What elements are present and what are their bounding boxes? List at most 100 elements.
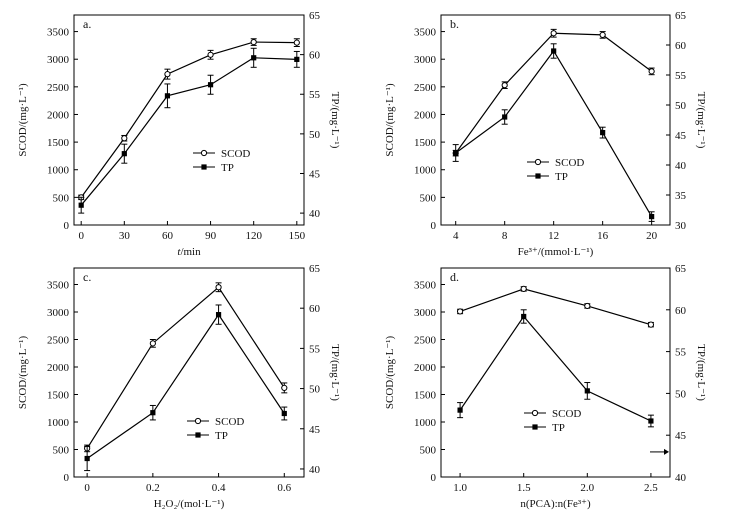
y2-tick-label: 65 [309,10,321,22]
series-line [86,286,285,449]
y2-tick-label: 55 [309,343,321,355]
y2-tick-label: 55 [675,70,687,82]
y2-tick-label: 40 [675,160,687,172]
y-tick-label: 2500 [414,82,437,94]
data-point [520,285,527,292]
x-tick-label: 2.5 [644,482,658,494]
y-tick-label: 0 [431,220,437,232]
y-axis-label: SCOD/(mg·L⁻¹) [17,336,29,410]
chart-panel-4: d. 0 500 1000 1500 2000 2500 3000 3500 40 45 50 55 60… [384,263,707,510]
y2-tick-label: 60 [309,303,321,315]
panel-label: b. [450,17,459,31]
y-axis-label: SCOD/(mg·L⁻¹) [17,83,29,157]
legend-label: SCOD [221,148,250,160]
y2-tick-label: 50 [309,384,321,396]
y2-axis-label: TP/(mg·L⁻¹) [695,344,707,401]
x-tick-label: 150 [289,230,306,242]
y-tick-label: 3500 [47,280,70,292]
y-tick-label: 0 [431,472,437,484]
y-tick-label: 2500 [414,335,437,347]
y2-tick-label: 45 [309,424,321,436]
y2-tick-label: 40 [309,464,321,476]
y-axis-label: SCOD/(mg·L⁻¹) [384,336,396,410]
y-tick-label: 3500 [414,280,437,292]
plot-frame [440,267,671,478]
series-line [455,49,653,217]
y-tick-label: 2500 [47,335,70,347]
y2-tick-label: 50 [309,129,321,141]
x-tick-label: 0 [78,230,84,242]
x-tick-label: 30 [119,230,131,242]
chart-panel-1: a.05001000150020002500300035004045505560… [17,10,341,258]
series-tp [78,47,300,214]
x-tick-label: 0 [84,482,90,494]
data-point [648,68,655,75]
y2-tick-label: 50 [675,100,687,112]
legend-label: TP [221,162,234,174]
series-tp [457,309,654,428]
x-tick-label: 12 [548,230,559,242]
legend-marker [195,432,201,438]
y-tick-label: 1000 [414,417,437,429]
legend-label: TP [555,171,568,183]
chart-panel-3: c. 0 500 1000 1500 2000 2500 3000 3500 40 45 50 55 60… [17,263,341,510]
y2-tick-label: 65 [675,10,687,22]
legend: SCOD TP [527,157,584,183]
x-axis-label: n(PCA):n(Fe³⁺) [520,498,591,510]
plot-frame [73,14,305,226]
y-tick-label: 1500 [414,390,437,402]
series-tp [84,304,288,472]
y-tick-label: 1500 [47,137,70,149]
panel-label: c. [83,270,91,284]
y-tick-label: 2000 [414,362,437,374]
y-tick-label: 500 [420,192,437,204]
panel-label: a. [83,17,91,31]
y2-tick-label: 45 [309,168,321,180]
data-point [207,82,214,88]
x-tick-label: 1.5 [517,482,531,494]
data-point [502,114,508,120]
x-tick-label: 20 [646,230,658,242]
y2-tick-label: 65 [309,263,321,275]
y-tick-label: 1500 [47,390,70,402]
y2-tick-label: 40 [309,208,321,220]
y-tick-label: 3000 [414,54,437,66]
y-tick-label: 3000 [47,307,70,319]
data-point [215,312,222,318]
legend-marker [194,417,202,425]
legend-marker [532,424,538,430]
data-point [78,202,84,208]
data-point [164,93,171,99]
series-line [80,41,297,198]
data-point [599,31,606,38]
legend-marker [200,149,208,157]
data-point [550,30,557,37]
data-point [250,38,257,46]
legend-label: SCOD [555,157,584,169]
series-scod [456,285,655,328]
legend-marker [201,164,207,170]
legend-label: SCOD [552,408,581,420]
y2-tick-label: 55 [309,89,321,101]
data-point [648,418,654,424]
y2-tick-label: 65 [675,263,687,275]
x-tick-label: 4 [453,230,459,242]
x-tick-label: 120 [245,230,262,242]
data-point [294,56,300,62]
data-point [149,340,156,347]
y2-tick-label: 45 [675,430,687,442]
y-tick-label: 2000 [414,109,437,121]
data-point [457,407,463,413]
y-tick-label: 1000 [414,165,437,177]
data-point [600,130,606,136]
y-tick-label: 1500 [414,137,437,149]
x-tick-label: 16 [597,230,609,242]
y-tick-label: 3000 [47,54,70,66]
data-point [207,51,214,58]
x-axis-label: t/min [177,246,201,258]
y-tick-label: 0 [64,220,70,232]
data-point [281,410,287,417]
y2-axis-label: TP/(mg·L⁻¹) [695,92,707,149]
y2-axis-label: TP/(mg·L⁻¹) [329,92,341,149]
